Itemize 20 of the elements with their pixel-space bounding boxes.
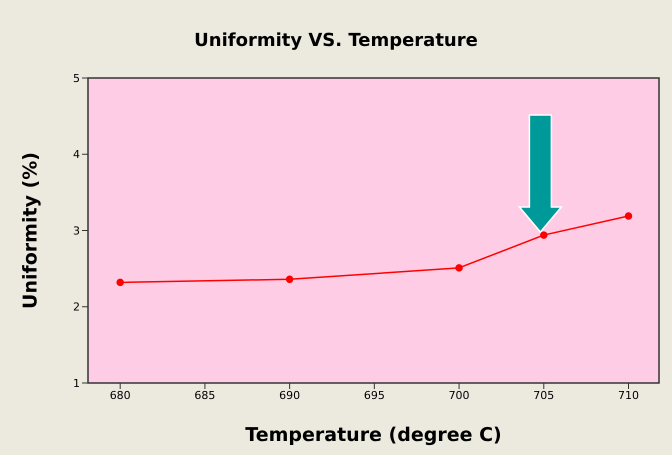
x-tick-label: 700 xyxy=(448,388,470,402)
y-tick-label: 4 xyxy=(73,148,80,162)
x-tick-label: 685 xyxy=(194,388,216,402)
y-tick-label: 2 xyxy=(73,300,80,314)
point xyxy=(624,212,632,220)
y-axis-title: Uniformity (%) xyxy=(20,152,42,309)
chart-title: Uniformity VS. Temperature xyxy=(193,30,479,51)
point xyxy=(540,231,548,239)
point xyxy=(286,276,294,284)
y-tick-label: 5 xyxy=(73,72,80,85)
x-tick-label: 690 xyxy=(279,388,300,402)
x-axis-title: Temperature (degree C) xyxy=(245,424,502,446)
y-tick-label: 1 xyxy=(73,376,80,390)
x-tick-label: 710 xyxy=(618,388,639,402)
point xyxy=(116,278,124,286)
x-tick-label: 680 xyxy=(110,388,131,402)
y-tick-label: 3 xyxy=(73,224,80,238)
x-tick-label: 695 xyxy=(364,388,385,402)
x-tick-label: 705 xyxy=(533,388,554,402)
point xyxy=(455,264,463,272)
